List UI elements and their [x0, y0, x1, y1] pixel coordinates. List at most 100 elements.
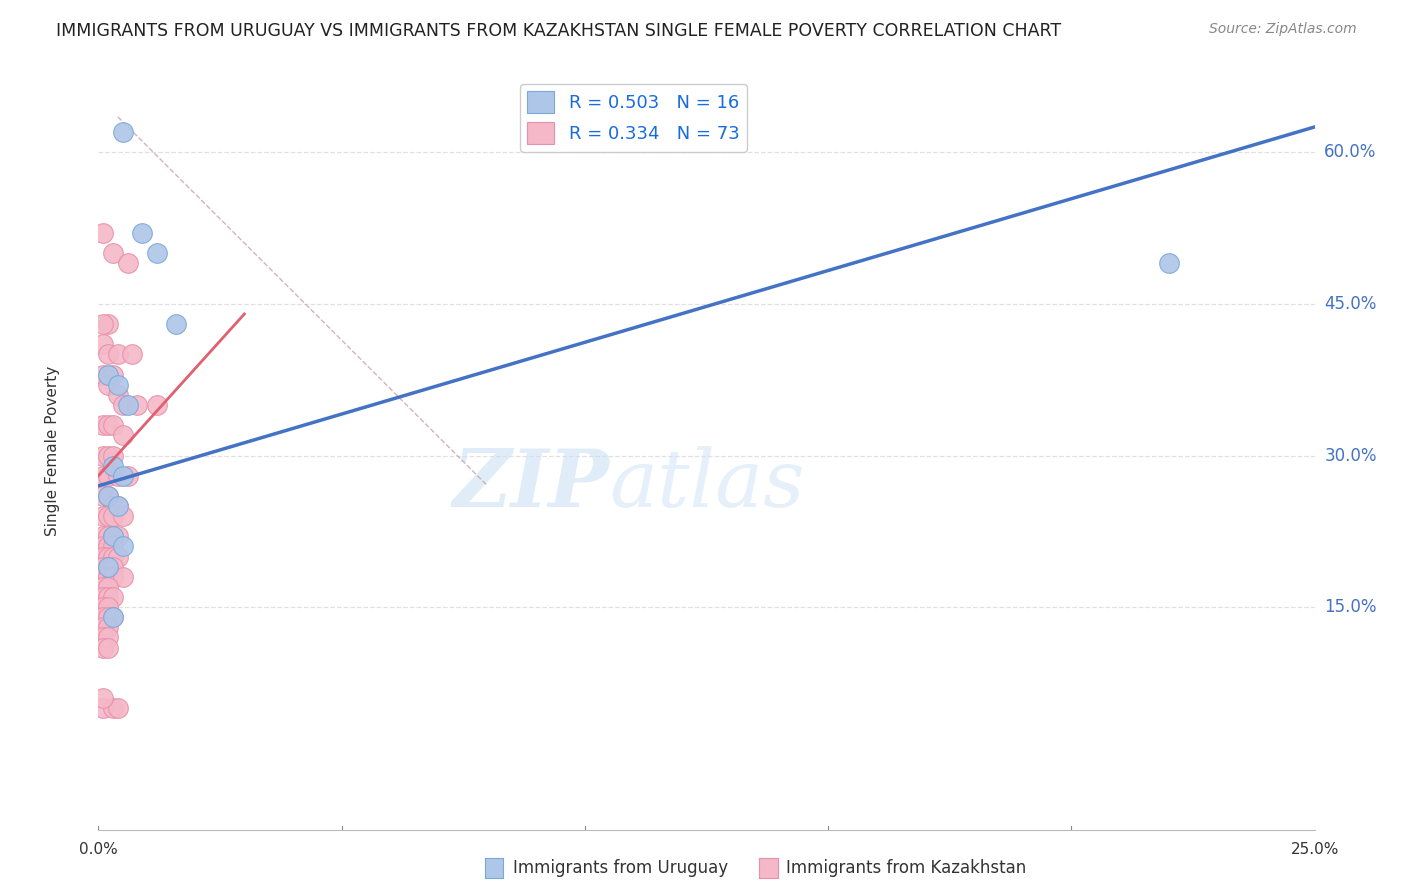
- Point: [111, 540, 134, 554]
- Point: [91, 570, 114, 584]
- Point: [97, 317, 120, 331]
- Point: [101, 610, 124, 624]
- Text: Source: ZipAtlas.com: Source: ZipAtlas.com: [1209, 22, 1357, 37]
- Point: [91, 631, 114, 645]
- Point: [97, 368, 120, 382]
- Text: Immigrants from Kazakhstan: Immigrants from Kazakhstan: [786, 859, 1026, 877]
- Point: [97, 347, 120, 361]
- Text: Immigrants from Uruguay: Immigrants from Uruguay: [513, 859, 728, 877]
- Point: [97, 640, 120, 655]
- Point: [111, 570, 134, 584]
- Point: [101, 701, 124, 715]
- Point: [101, 246, 124, 260]
- Point: [97, 600, 120, 615]
- Point: [91, 468, 114, 483]
- Point: [91, 691, 114, 706]
- Point: [97, 559, 120, 574]
- Point: [146, 246, 169, 260]
- Point: [97, 610, 120, 624]
- Point: [101, 509, 124, 524]
- Point: [91, 540, 114, 554]
- Point: [97, 570, 120, 584]
- Point: [101, 449, 124, 463]
- Point: [97, 418, 120, 433]
- Point: [101, 368, 124, 382]
- Point: [91, 640, 114, 655]
- Point: [111, 468, 134, 483]
- Point: [101, 418, 124, 433]
- Point: [97, 580, 120, 594]
- Point: [101, 499, 124, 513]
- Point: [131, 226, 153, 240]
- Text: 15.0%: 15.0%: [1324, 599, 1376, 616]
- Point: [111, 428, 134, 442]
- Point: [91, 489, 114, 503]
- Point: [97, 377, 120, 392]
- Point: [97, 559, 120, 574]
- Point: [127, 398, 149, 412]
- Point: [91, 549, 114, 564]
- Point: [101, 610, 124, 624]
- Point: [101, 549, 124, 564]
- Point: [91, 449, 114, 463]
- Text: 0.0%: 0.0%: [79, 842, 118, 856]
- Point: [111, 125, 134, 139]
- Point: [111, 398, 134, 412]
- Point: [107, 499, 129, 513]
- Point: [91, 701, 114, 715]
- Point: [97, 489, 120, 503]
- Point: [91, 337, 114, 351]
- Point: [146, 398, 169, 412]
- Point: [97, 449, 120, 463]
- Point: [91, 418, 114, 433]
- Point: [91, 580, 114, 594]
- Point: [107, 468, 129, 483]
- Point: [97, 540, 120, 554]
- Point: [97, 468, 120, 483]
- Point: [91, 590, 114, 604]
- Point: [107, 549, 129, 564]
- Point: [1157, 256, 1180, 270]
- Point: [107, 499, 129, 513]
- Point: [97, 631, 120, 645]
- Point: [107, 529, 129, 543]
- Point: [97, 489, 120, 503]
- Point: [97, 590, 120, 604]
- Point: [101, 559, 124, 574]
- Point: [91, 559, 114, 574]
- Point: [101, 529, 124, 543]
- Text: 30.0%: 30.0%: [1324, 447, 1376, 465]
- Point: [91, 600, 114, 615]
- Point: [91, 226, 114, 240]
- Point: [101, 540, 124, 554]
- Point: [91, 610, 114, 624]
- Point: [107, 347, 129, 361]
- Point: [101, 458, 124, 473]
- Point: [117, 398, 139, 412]
- Point: [91, 620, 114, 634]
- Text: Single Female Poverty: Single Female Poverty: [45, 366, 59, 535]
- Point: [111, 509, 134, 524]
- Text: 25.0%: 25.0%: [1291, 842, 1339, 856]
- Point: [97, 529, 120, 543]
- Point: [91, 529, 114, 543]
- Point: [101, 590, 124, 604]
- Text: ZIP: ZIP: [453, 446, 609, 524]
- Point: [117, 468, 139, 483]
- Point: [107, 701, 129, 715]
- Point: [91, 368, 114, 382]
- Point: [121, 347, 143, 361]
- Point: [91, 509, 114, 524]
- Point: [117, 256, 139, 270]
- Point: [97, 509, 120, 524]
- Point: [97, 549, 120, 564]
- Point: [165, 317, 187, 331]
- Point: [107, 388, 129, 402]
- Legend: R = 0.503   N = 16, R = 0.334   N = 73: R = 0.503 N = 16, R = 0.334 N = 73: [520, 84, 747, 152]
- Text: 60.0%: 60.0%: [1324, 144, 1376, 161]
- Text: 45.0%: 45.0%: [1324, 295, 1376, 313]
- Text: IMMIGRANTS FROM URUGUAY VS IMMIGRANTS FROM KAZAKHSTAN SINGLE FEMALE POVERTY CORR: IMMIGRANTS FROM URUGUAY VS IMMIGRANTS FR…: [56, 22, 1062, 40]
- Point: [101, 529, 124, 543]
- Point: [107, 377, 129, 392]
- Text: atlas: atlas: [609, 446, 804, 524]
